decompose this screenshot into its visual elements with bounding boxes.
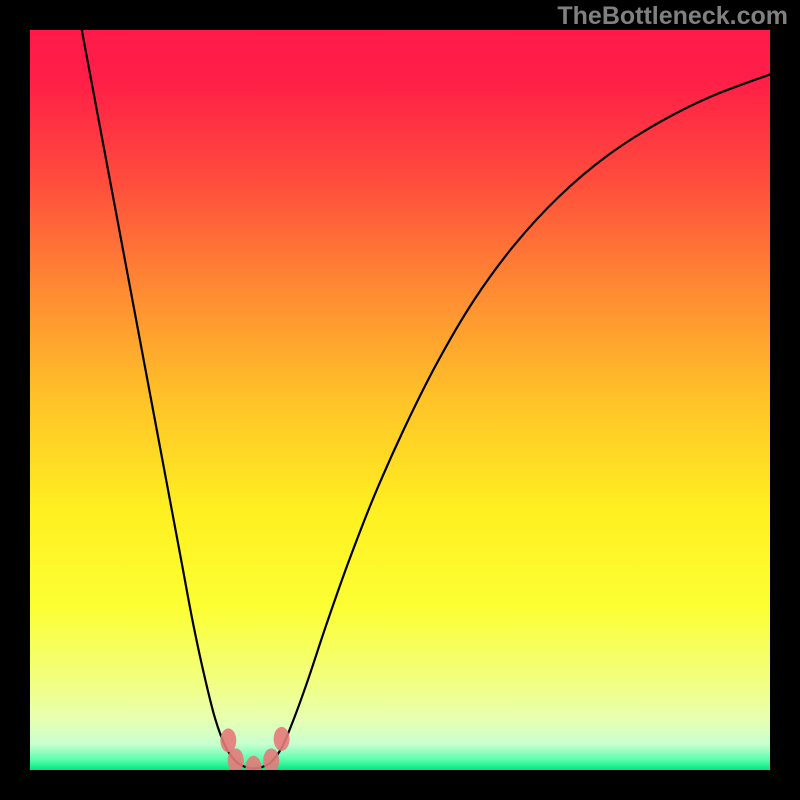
chart-container: TheBottleneck.com [0, 0, 800, 800]
chart-background [30, 30, 770, 770]
bottleneck-chart [30, 30, 770, 770]
watermark-text: TheBottleneck.com [557, 2, 788, 31]
curve-marker [274, 727, 290, 751]
